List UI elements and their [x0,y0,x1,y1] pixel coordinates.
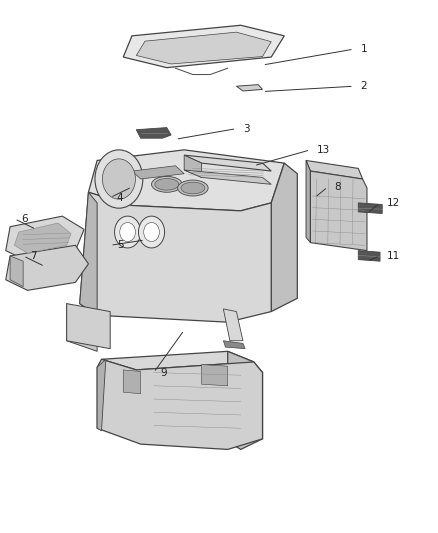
Polygon shape [311,171,367,251]
Ellipse shape [181,182,205,194]
Circle shape [115,216,141,248]
Polygon shape [306,160,363,179]
Polygon shape [67,304,110,349]
Ellipse shape [155,179,179,190]
Polygon shape [228,351,262,449]
Circle shape [144,222,159,241]
Polygon shape [271,163,297,312]
Polygon shape [201,365,228,386]
Polygon shape [306,160,311,243]
Polygon shape [132,166,184,179]
Polygon shape [358,203,382,214]
Text: 3: 3 [243,124,250,134]
Text: 13: 13 [317,145,330,155]
Text: 8: 8 [334,182,341,192]
Polygon shape [10,256,23,287]
Ellipse shape [178,180,208,196]
Text: 6: 6 [21,214,28,224]
Polygon shape [184,155,271,171]
Circle shape [120,222,135,241]
Polygon shape [223,309,243,341]
Polygon shape [223,341,245,349]
Polygon shape [184,170,271,184]
Polygon shape [136,127,171,138]
Polygon shape [358,251,380,261]
Text: 7: 7 [30,251,36,261]
Text: 4: 4 [117,192,124,203]
Polygon shape [184,155,201,177]
Polygon shape [88,150,284,211]
Polygon shape [237,85,262,91]
Polygon shape [97,359,106,431]
Text: 2: 2 [360,81,367,91]
Text: 9: 9 [160,368,167,377]
Polygon shape [97,359,262,449]
Polygon shape [136,32,271,64]
Polygon shape [102,351,254,370]
Text: 11: 11 [387,251,400,261]
Polygon shape [14,223,71,253]
Text: 12: 12 [387,198,400,208]
Circle shape [102,159,135,199]
Polygon shape [123,370,141,394]
Polygon shape [80,192,271,322]
Polygon shape [123,25,284,68]
Polygon shape [6,245,88,290]
Text: 1: 1 [360,44,367,54]
Ellipse shape [152,176,182,192]
Polygon shape [80,192,97,316]
Circle shape [138,216,165,248]
Circle shape [95,150,143,208]
Text: 5: 5 [117,240,124,251]
Polygon shape [67,304,97,351]
Polygon shape [6,216,84,261]
